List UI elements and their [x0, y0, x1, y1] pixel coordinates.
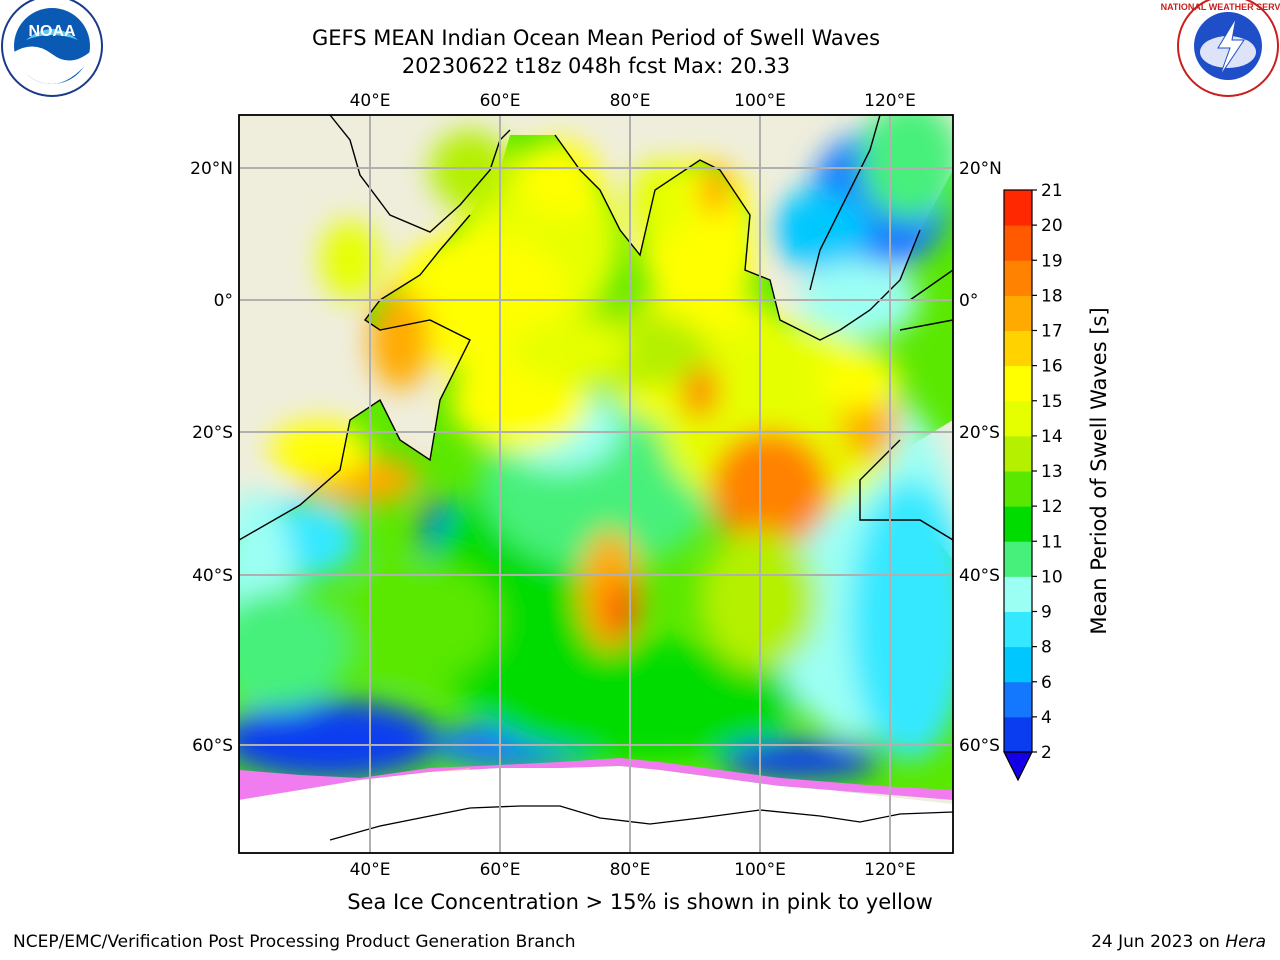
sea-ice-note: Sea Ice Concentration > 15% is shown in … — [347, 890, 933, 914]
lat-label-right: 20°S — [959, 423, 1000, 443]
footer-date: 24 Jun 2023 on Hera — [1091, 932, 1266, 952]
swell-blob-28 — [682, 360, 718, 420]
lat-label-left: 40°S — [192, 566, 233, 586]
colorbar-tick-label: 10 — [1041, 567, 1063, 587]
swell-blob-30 — [604, 580, 636, 640]
coastlines — [239, 115, 953, 541]
colorbar-segment — [1004, 400, 1032, 437]
colorbar-tick-label: 14 — [1041, 427, 1063, 447]
swell-blob-16 — [770, 190, 870, 270]
noaa-logo: NOAA — [1, 0, 103, 97]
colorbar-under-arrow — [1003, 751, 1033, 782]
colorbar-tick-label: 12 — [1041, 497, 1063, 517]
swell-blob-27 — [710, 430, 830, 550]
colorbar-tick-label: 9 — [1041, 603, 1052, 623]
swell-blob-32 — [270, 420, 370, 480]
colorbar-tick-label: 4 — [1041, 708, 1052, 728]
swell-blob-26 — [370, 290, 430, 390]
antarctica-coastline — [329, 805, 953, 841]
lat-label-right: 20°N — [959, 159, 1002, 179]
map-frame — [238, 114, 954, 854]
footer-credit: NCEP/EMC/Verification Post Processing Pr… — [13, 932, 576, 952]
colorbar-tick-label: 16 — [1041, 357, 1063, 377]
lon-label-top: 120°E — [864, 91, 916, 111]
colorbar-tick-label: 20 — [1041, 216, 1063, 236]
colorbar-segment — [1004, 190, 1032, 226]
chart-title: GEFS MEAN Indian Ocean Mean Period of Sw… — [311, 26, 881, 50]
colorbar-tick-label: 18 — [1041, 286, 1063, 306]
colorbar-segment — [1004, 716, 1032, 753]
nws-logo-text: NATIONAL WEATHER SERVICE — [1161, 2, 1280, 12]
lat-label-left: 20°S — [192, 423, 233, 443]
colorbar: 2 4 6 8 9 10 11 12 13 14 15 16 17 18 19 20 21 Mean Period… — [1003, 181, 1111, 782]
latitude-labels: 20°N 20°N 0° 0° 20°S 20°S 40°S 40°S 60°S 60°S — [190, 159, 1002, 756]
lat-label-right: 60°S — [959, 736, 1000, 756]
colorbar-segment — [1004, 611, 1032, 648]
swell-blob-41 — [520, 140, 600, 220]
nws-logo: NATIONAL WEATHER SERVICE — [1161, 0, 1280, 97]
antarctica-coast — [239, 766, 953, 853]
longitude-labels: 40°E 40°E 60°E 60°E 80°E 80°E 100°E 100°E 120°E 1… — [350, 91, 916, 880]
swell-blob-36 — [510, 320, 630, 380]
colorbar-segment — [1004, 330, 1032, 367]
colorbar-segment — [1004, 541, 1032, 577]
swell-blob-8 — [239, 590, 350, 710]
footer-date-text: 24 Jun 2023 on — [1091, 932, 1226, 952]
swell-blob-37 — [340, 560, 500, 680]
lon-label-bottom: 100°E — [734, 860, 786, 880]
colorbar-tick-label: 21 — [1041, 181, 1063, 201]
swell-blob-34 — [820, 350, 900, 410]
swell-blob-12 — [480, 640, 800, 760]
lon-label-bottom: 80°E — [610, 860, 651, 880]
colorbar-tick-label: 17 — [1041, 322, 1063, 342]
footer-machine: Hera — [1225, 932, 1266, 952]
swell-blob-40 — [430, 130, 510, 210]
swell-blob-14 — [850, 480, 953, 760]
colorbar-segment — [1004, 681, 1032, 718]
lat-label-left: 20°N — [190, 159, 233, 179]
graticule — [239, 115, 953, 853]
colorbar-tick-label: 15 — [1041, 392, 1063, 412]
colorbar-tick-label: 6 — [1041, 673, 1052, 693]
lon-label-top: 60°E — [480, 91, 521, 111]
colorbar-segment — [1004, 365, 1032, 402]
lat-label-left: 60°S — [192, 736, 233, 756]
lat-label-right: 40°S — [959, 566, 1000, 586]
swell-blob-39 — [320, 220, 380, 300]
colorbar-segment — [1004, 260, 1032, 296]
lon-label-bottom: 40°E — [350, 860, 391, 880]
lon-label-top: 100°E — [734, 91, 786, 111]
chart-subtitle: 20230622 t18z 048h fcst Max: 20.33 — [401, 54, 791, 78]
colorbar-segment — [1004, 471, 1032, 507]
lon-label-bottom: 120°E — [864, 860, 916, 880]
swell-blob-18 — [860, 115, 953, 220]
colorbar-tick-label: 2 — [1041, 743, 1052, 763]
colorbar-tick-label: 19 — [1041, 251, 1063, 271]
colorbar-segment — [1004, 506, 1032, 542]
lon-label-top: 40°E — [350, 91, 391, 111]
colorbar-tick-label: 13 — [1041, 462, 1063, 482]
colorbar-tick-label: 11 — [1041, 532, 1063, 552]
lon-label-bottom: 60°E — [480, 860, 521, 880]
noaa-logo-text: NOAA — [28, 23, 76, 40]
ice-band-pink — [239, 758, 953, 800]
colorbar-segment — [1004, 295, 1032, 331]
colorbar-segment — [1004, 225, 1032, 261]
lon-label-top: 80°E — [610, 91, 651, 111]
swell-blob-0 — [239, 700, 440, 780]
map-area — [239, 115, 953, 853]
colorbar-tick-label: 8 — [1041, 638, 1052, 658]
colorbar-segment — [1004, 646, 1032, 683]
colorbar-segment — [1004, 435, 1032, 472]
lat-label-right: 0° — [959, 291, 978, 311]
colorbar-segment — [1004, 576, 1032, 612]
swell-blob-29 — [705, 165, 725, 215]
swell-blob-42 — [630, 160, 690, 240]
colorbar-label: Mean Period of Swell Waves [s] — [1087, 307, 1111, 634]
lat-label-left: 0° — [214, 291, 233, 311]
